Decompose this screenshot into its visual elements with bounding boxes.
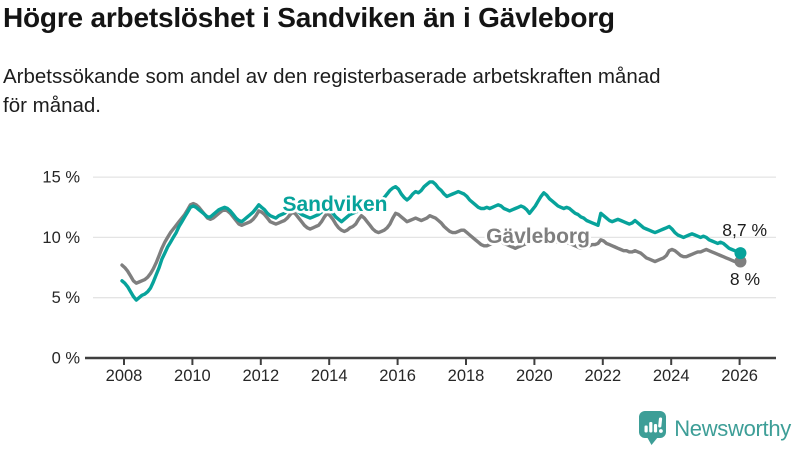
series-label-sandviken: Sandviken xyxy=(282,193,387,216)
x-axis-labels: 2008 2010 2012 2014 2016 2018 2020 2022 2024 2026 xyxy=(106,367,758,385)
x-tick-label: 2010 xyxy=(174,367,211,385)
x-tick-label: 2018 xyxy=(448,367,485,385)
newsworthy-wordmark: Newsworthy xyxy=(674,415,791,441)
series-lines xyxy=(120,180,747,302)
x-tick-label: 2020 xyxy=(516,367,553,385)
y-tick-label: 10 % xyxy=(42,229,80,247)
end-value-label-gavleborg: 8 % xyxy=(730,269,760,289)
chart-subtitle: Arbetssökande som andel av den registerb… xyxy=(3,65,661,118)
end-dot-gävleborg xyxy=(734,255,747,268)
series-line-gävleborg xyxy=(120,201,743,285)
end-dot-sandviken xyxy=(734,247,747,260)
end-value-label-sandviken: 8,7 % xyxy=(722,220,767,240)
chart-title: Högre arbetslöshet i Sandviken än i Gävl… xyxy=(3,2,615,33)
x-tick-label: 2024 xyxy=(653,367,690,385)
x-tick-label: 2014 xyxy=(311,367,348,385)
x-tick-label: 2008 xyxy=(106,367,143,385)
x-axis xyxy=(85,356,776,365)
series-line-sandviken xyxy=(120,180,743,302)
gridlines xyxy=(93,176,776,299)
y-tick-label: 0 % xyxy=(52,350,81,368)
x-tick-label: 2022 xyxy=(584,367,621,385)
y-tick-label: 15 % xyxy=(42,169,80,187)
y-axis-labels: 0 % 5 % 10 % 15 % xyxy=(42,169,80,368)
series-label-gavleborg: Gävleborg xyxy=(486,225,590,248)
newsworthy-icon xyxy=(639,411,667,445)
newsworthy-logo: Newsworthy xyxy=(639,411,791,446)
x-tick-label: 2016 xyxy=(379,367,416,385)
x-tick-label: 2026 xyxy=(721,367,758,385)
x-tick-label: 2012 xyxy=(242,367,279,385)
y-tick-label: 5 % xyxy=(52,289,81,307)
